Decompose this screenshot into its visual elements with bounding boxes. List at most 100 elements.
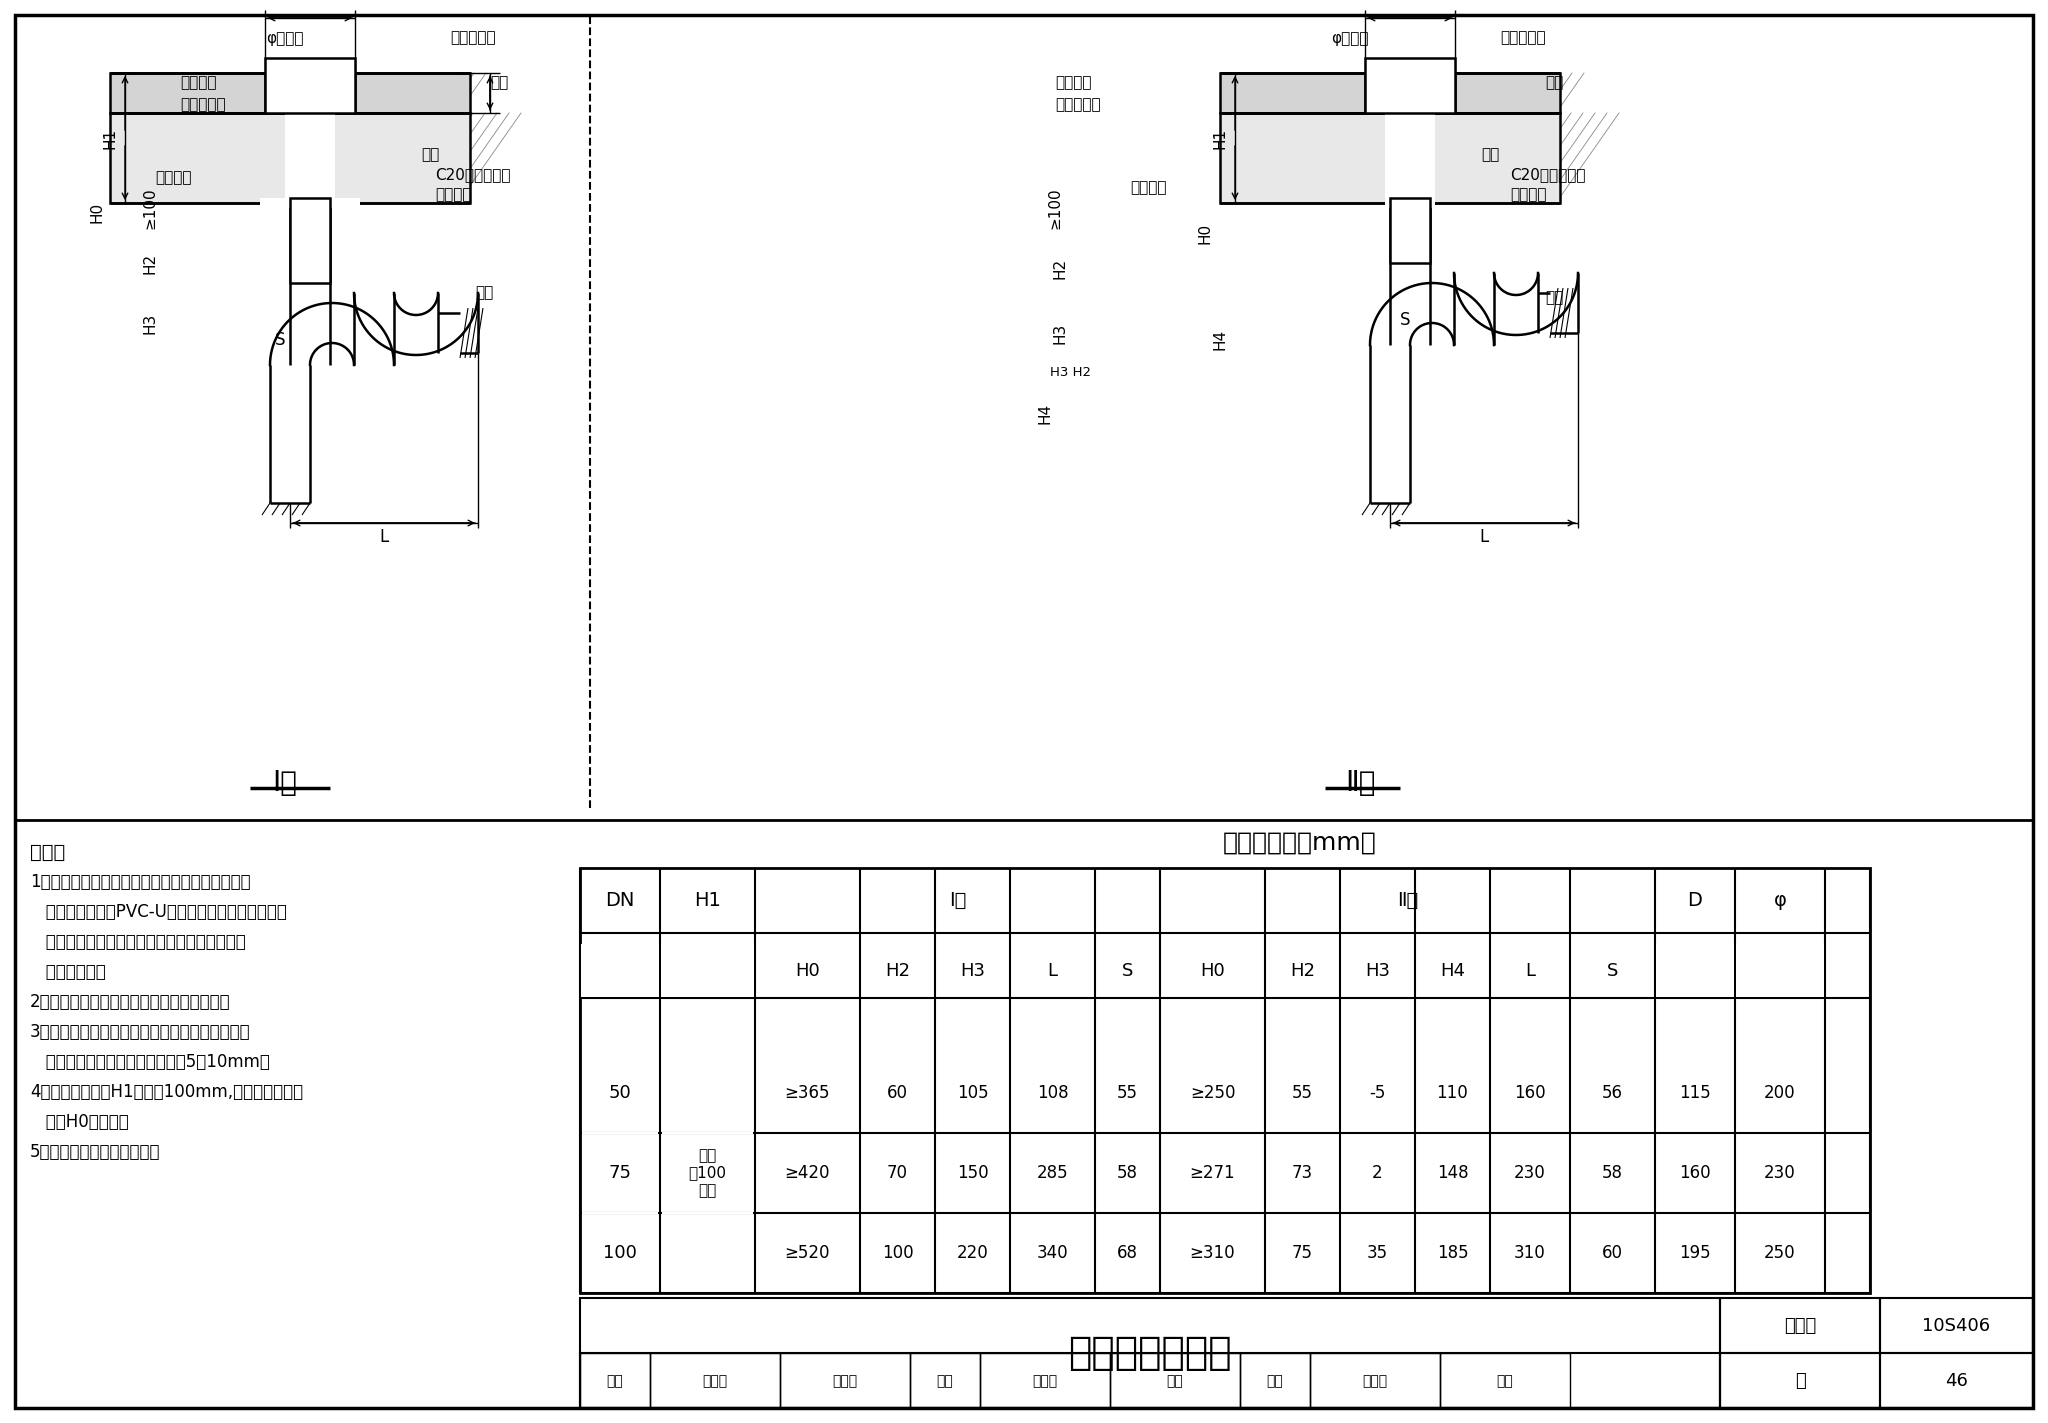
Text: 10S406: 10S406	[1921, 1318, 1991, 1335]
Text: 220: 220	[956, 1244, 989, 1262]
Text: H3: H3	[1053, 323, 1067, 343]
Text: H4: H4	[1038, 403, 1053, 424]
Text: 58: 58	[1116, 1164, 1139, 1183]
Text: H0: H0	[90, 202, 104, 222]
Bar	[1880, 1353, 2034, 1407]
Text: 46: 46	[1944, 1372, 1968, 1390]
Text: 本图
按100
考虑: 本图 按100 考虑	[688, 1148, 727, 1198]
Text: 340: 340	[1036, 1244, 1069, 1262]
Text: 160: 160	[1513, 1084, 1546, 1101]
Text: H2: H2	[1053, 258, 1067, 279]
Text: 刘宗秋: 刘宗秋	[702, 1375, 727, 1387]
Bar	[580, 1353, 1720, 1407]
Text: ≥271: ≥271	[1190, 1164, 1235, 1183]
Text: L: L	[1047, 962, 1057, 979]
Text: 楼板: 楼板	[422, 148, 438, 162]
Text: 审核: 审核	[606, 1375, 623, 1387]
Bar	[1880, 1298, 2034, 1353]
Text: 195: 195	[1679, 1244, 1710, 1262]
Text: ≥250: ≥250	[1190, 1084, 1235, 1101]
Text: H0: H0	[1198, 222, 1212, 243]
Text: ≥420: ≥420	[784, 1164, 829, 1183]
Text: 285: 285	[1036, 1164, 1069, 1183]
Text: 100: 100	[883, 1244, 913, 1262]
Text: ≥310: ≥310	[1190, 1244, 1235, 1262]
Text: H1: H1	[102, 128, 117, 148]
Text: C20细石混凝土: C20细石混凝土	[1509, 168, 1585, 182]
Text: 表中H0的数值。: 表中H0的数值。	[31, 1113, 129, 1131]
Text: ≥100: ≥100	[143, 188, 158, 229]
Text: C20细石混凝土: C20细石混凝土	[434, 168, 510, 182]
Text: 230: 230	[1513, 1164, 1546, 1183]
Bar	[981, 1353, 1110, 1407]
Bar	[111, 112, 469, 203]
Bar	[1221, 112, 1561, 203]
Text: S: S	[1608, 962, 1618, 979]
Text: 3．地漏装设在楼板上应预留安装孔，先安装地漏: 3．地漏装设在楼板上应预留安装孔，先安装地漏	[31, 1023, 250, 1042]
Text: 70: 70	[887, 1164, 907, 1183]
Text: H2: H2	[1290, 962, 1315, 979]
Text: DN: DN	[606, 891, 635, 909]
Bar	[1239, 1353, 1311, 1407]
Text: φ预留洞: φ预留洞	[266, 30, 303, 46]
Text: 55: 55	[1116, 1084, 1139, 1101]
Text: L: L	[1526, 962, 1536, 979]
Text: 最大调节量: 最大调节量	[1499, 30, 1546, 46]
Bar	[291, 112, 330, 203]
Text: S: S	[274, 332, 285, 349]
Text: 图集号: 图集号	[1784, 1318, 1817, 1335]
Text: H3: H3	[1366, 962, 1391, 979]
Text: 55: 55	[1292, 1084, 1313, 1101]
Bar	[780, 1353, 909, 1407]
Text: 310: 310	[1513, 1244, 1546, 1262]
Text: 仍磁: 仍磁	[1497, 1375, 1513, 1387]
Text: 防水做法: 防水做法	[180, 75, 217, 91]
Text: H2: H2	[885, 962, 909, 979]
Text: 为硬聚氯乙烯（PVC-U）管的场所，如接管为高密: 为硬聚氯乙烯（PVC-U）管的场所，如接管为高密	[31, 904, 287, 921]
Bar	[662, 1212, 754, 1214]
Text: 面层: 面层	[1544, 75, 1563, 91]
Text: 说明：: 说明：	[31, 842, 66, 862]
Bar	[1720, 1298, 1880, 1353]
Bar	[662, 1133, 754, 1134]
Bar	[662, 943, 754, 998]
Bar	[582, 1212, 657, 1214]
Bar	[285, 63, 336, 208]
Text: 粘接: 粘接	[1544, 290, 1563, 306]
Text: 250: 250	[1763, 1244, 1796, 1262]
Text: 见建筑设计: 见建筑设计	[1055, 98, 1100, 112]
Text: 4．实际工程中如H1不等于100mm,应调整规格尺寸: 4．实际工程中如H1不等于100mm,应调整规格尺寸	[31, 1083, 303, 1101]
Text: 160: 160	[1679, 1164, 1710, 1183]
Text: 塑料短管: 塑料短管	[156, 171, 193, 185]
Text: 设计: 设计	[1266, 1375, 1284, 1387]
Text: H4: H4	[1212, 329, 1227, 350]
Text: -5: -5	[1370, 1084, 1386, 1101]
Bar	[1657, 943, 1735, 998]
Text: 粘接: 粘接	[475, 286, 494, 300]
Bar	[909, 1353, 981, 1407]
Text: 1．图中所示的连接方式为粘接连接，适用于接管: 1．图中所示的连接方式为粘接连接，适用于接管	[31, 872, 250, 891]
Text: 校对: 校对	[936, 1375, 954, 1387]
Bar	[580, 1298, 1720, 1407]
Text: H4: H4	[1440, 962, 1464, 979]
Text: 35: 35	[1366, 1244, 1389, 1262]
Bar	[1221, 73, 1561, 112]
Text: 无水封地漏安装: 无水封地漏安装	[1069, 1333, 1231, 1372]
Text: 200: 200	[1763, 1084, 1796, 1101]
Text: 60: 60	[1602, 1244, 1622, 1262]
Text: 由设计确定。: 由设计确定。	[31, 963, 106, 980]
Bar	[580, 868, 1870, 1294]
Text: 75: 75	[1292, 1244, 1313, 1262]
Text: L: L	[1479, 528, 1489, 546]
Text: 110: 110	[1436, 1084, 1468, 1101]
Bar	[260, 198, 360, 208]
Text: H1: H1	[1212, 128, 1227, 148]
Text: 塑料短管: 塑料短管	[1130, 181, 1167, 195]
Text: ≥365: ≥365	[784, 1084, 829, 1101]
Bar	[582, 1133, 657, 1134]
Text: 何崇敏: 何崇敏	[1362, 1375, 1389, 1387]
Text: 2．与地漏连接的短管接口形式由设计确定。: 2．与地漏连接的短管接口形式由设计确定。	[31, 993, 231, 1010]
Bar	[1440, 1353, 1571, 1407]
Bar	[1366, 58, 1454, 112]
Text: 分层嗟实: 分层嗟实	[1509, 188, 1546, 202]
